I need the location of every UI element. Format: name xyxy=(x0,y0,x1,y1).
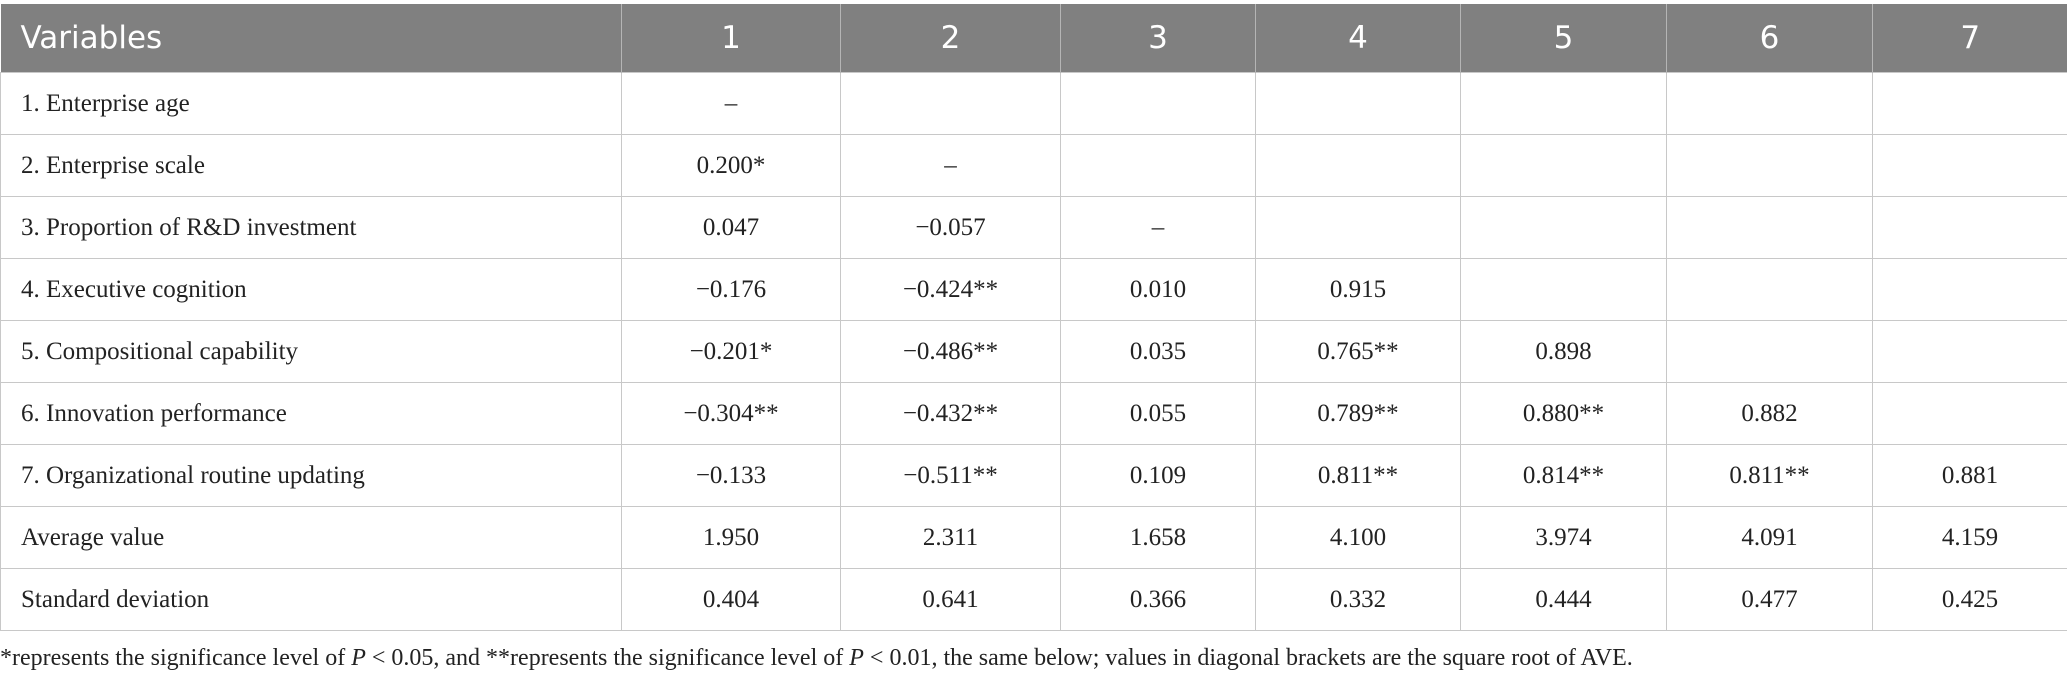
empty-cell xyxy=(1060,134,1256,197)
empty-cell xyxy=(1872,134,2067,197)
table-cell: 0.404 xyxy=(621,568,841,631)
table-cell: 0.811** xyxy=(1255,444,1461,507)
table-cell: – xyxy=(621,72,841,135)
header-cell: 5 xyxy=(1460,4,1667,73)
footnote-text: < 0.01, the same below; values in diagon… xyxy=(863,645,1633,671)
empty-cell xyxy=(840,72,1061,135)
table-cell: 0.477 xyxy=(1666,568,1873,631)
table-cell: 0.200* xyxy=(621,134,841,197)
table-cell: 0.880** xyxy=(1460,382,1667,445)
table-cell: 0.915 xyxy=(1255,258,1461,321)
table-cell: −0.133 xyxy=(621,444,841,507)
header-cell: Variables xyxy=(0,4,622,73)
empty-cell xyxy=(1060,72,1256,135)
table-cell: 0.010 xyxy=(1060,258,1256,321)
table-cell: 0.789** xyxy=(1255,382,1461,445)
row-label: 1. Enterprise age xyxy=(0,72,622,135)
table-cell: 4.091 xyxy=(1666,506,1873,569)
table-row: Average value 1.950 2.311 1.658 4.100 3.974 4.… xyxy=(0,506,2067,569)
table-cell: −0.201* xyxy=(621,320,841,383)
table-cell: −0.511** xyxy=(840,444,1061,507)
table-cell: 0.109 xyxy=(1060,444,1256,507)
empty-cell xyxy=(1872,258,2067,321)
table-cell: 0.366 xyxy=(1060,568,1256,631)
empty-cell xyxy=(1666,320,1873,383)
table-cell: 0.814** xyxy=(1460,444,1667,507)
empty-cell xyxy=(1255,72,1461,135)
empty-cell xyxy=(1460,72,1667,135)
footnote: *represents the significance level of P … xyxy=(0,645,1633,672)
row-label: 6. Innovation performance xyxy=(0,382,622,445)
table-cell: 0.035 xyxy=(1060,320,1256,383)
row-label: 2. Enterprise scale xyxy=(0,134,622,197)
table-row: 4. Executive cognition −0.176 −0.424** 0.01… xyxy=(0,258,2067,321)
empty-cell xyxy=(1872,320,2067,383)
empty-cell xyxy=(1872,196,2067,259)
table-row: 1. Enterprise age – xyxy=(0,72,2067,135)
table-row: 3. Proportion of R&D investment 0.047 −0.0… xyxy=(0,196,2067,259)
empty-cell xyxy=(1666,258,1873,321)
empty-cell xyxy=(1666,196,1873,259)
table-row: Standard deviation 0.404 0.641 0.366 0.332 0.… xyxy=(0,568,2067,631)
row-label: 4. Executive cognition xyxy=(0,258,622,321)
table-cell: 0.444 xyxy=(1460,568,1667,631)
table-cell: 0.765** xyxy=(1255,320,1461,383)
table-row: 5. Compositional capability −0.201* −0.486… xyxy=(0,320,2067,383)
table-row: 6. Innovation performance −0.304** −0.432*… xyxy=(0,382,2067,445)
row-label: Standard deviation xyxy=(0,568,622,631)
empty-cell xyxy=(1460,196,1667,259)
table-cell: 2.311 xyxy=(840,506,1061,569)
header-cell: 1 xyxy=(621,4,841,73)
table-cell: 3.974 xyxy=(1460,506,1667,569)
table-cell: −0.304** xyxy=(621,382,841,445)
table-cell: 0.811** xyxy=(1666,444,1873,507)
table-cell: – xyxy=(840,134,1061,197)
row-label: 3. Proportion of R&D investment xyxy=(0,196,622,259)
table-cell: 0.332 xyxy=(1255,568,1461,631)
row-label: Average value xyxy=(0,506,622,569)
table-cell: −0.424** xyxy=(840,258,1061,321)
table-cell: 0.898 xyxy=(1460,320,1667,383)
row-label: 7. Organizational routine updating xyxy=(0,444,622,507)
empty-cell xyxy=(1255,134,1461,197)
header-cell: 2 xyxy=(840,4,1061,73)
empty-cell xyxy=(1666,72,1873,135)
header-cell: 3 xyxy=(1060,4,1256,73)
empty-cell xyxy=(1460,258,1667,321)
footnote-text: < 0.05, and **represents the significanc… xyxy=(365,645,850,671)
header-cell: 6 xyxy=(1666,4,1873,73)
table-cell: 0.047 xyxy=(621,196,841,259)
table-cell: 0.882 xyxy=(1666,382,1873,445)
table-cell: 0.881 xyxy=(1872,444,2067,507)
table-cell: −0.486** xyxy=(840,320,1061,383)
table-cell: – xyxy=(1060,196,1256,259)
empty-cell xyxy=(1666,134,1873,197)
correlation-table: Variables 1 2 3 4 5 6 7 1. Enterprise age –2. En… xyxy=(0,4,2067,631)
table-cell: 0.641 xyxy=(840,568,1061,631)
footnote-text: P xyxy=(849,645,864,671)
table-cell: −0.057 xyxy=(840,196,1061,259)
header-cell: 4 xyxy=(1255,4,1461,73)
footnote-text: *represents the significance level of xyxy=(0,645,352,671)
table-row: 2. Enterprise scale 0.200* – xyxy=(0,134,2067,197)
table-cell: 4.100 xyxy=(1255,506,1461,569)
empty-cell xyxy=(1460,134,1667,197)
table-cell: −0.176 xyxy=(621,258,841,321)
table-cell: −0.432** xyxy=(840,382,1061,445)
table-row: 7. Organizational routine updating −0.133… xyxy=(0,444,2067,507)
table-cell: 0.425 xyxy=(1872,568,2067,631)
footnote-text: P xyxy=(351,645,366,671)
row-label: 5. Compositional capability xyxy=(0,320,622,383)
empty-cell xyxy=(1872,382,2067,445)
header-row: Variables 1 2 3 4 5 6 7 xyxy=(0,4,2067,73)
table-cell: 1.658 xyxy=(1060,506,1256,569)
table-cell: 0.055 xyxy=(1060,382,1256,445)
empty-cell xyxy=(1255,196,1461,259)
empty-cell xyxy=(1872,72,2067,135)
table-cell: 4.159 xyxy=(1872,506,2067,569)
table-cell: 1.950 xyxy=(621,506,841,569)
header-cell: 7 xyxy=(1872,4,2067,73)
